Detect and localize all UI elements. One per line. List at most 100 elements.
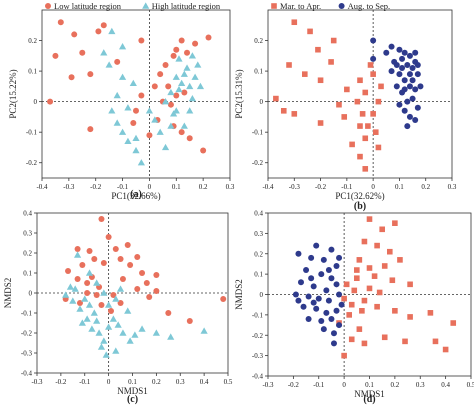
data-point-triangle [66, 283, 75, 290]
data-point-triangle [85, 301, 94, 308]
data-point-triangle [167, 88, 175, 96]
legend-marker [142, 2, 150, 9]
data-point-circle [292, 291, 299, 298]
y-tick-label: -0.2 [21, 330, 33, 338]
y-tick-label: -0.4 [252, 373, 264, 381]
data-point-circle [310, 299, 317, 306]
data-point-circle [370, 37, 377, 44]
data-point-circle [414, 71, 421, 78]
data-point-square [372, 129, 379, 135]
data-point-circle [396, 71, 403, 78]
data-point-triangle [137, 159, 145, 166]
data-point-triangle [138, 325, 146, 332]
data-point-square [357, 123, 363, 129]
data-point-circle [165, 83, 172, 90]
data-point-triangle [175, 55, 183, 62]
data-point-circle [336, 291, 343, 298]
data-point-square [302, 71, 308, 77]
data-point-circle [406, 113, 413, 120]
data-point-square [307, 28, 313, 35]
data-point-triangle [100, 337, 108, 344]
x-tick-label: -0.2 [315, 183, 327, 191]
x-tick-label: -0.4 [262, 183, 274, 191]
data-point-triangle [85, 269, 94, 276]
data-point-square [291, 19, 298, 26]
data-point-circle [153, 288, 160, 294]
data-point-circle [87, 71, 94, 78]
data-point-triangle [113, 119, 121, 126]
data-point-triangle [69, 297, 77, 304]
y-tick-label: 0.2 [28, 37, 37, 45]
data-point-circle [98, 216, 105, 222]
data-point-circle [100, 260, 107, 266]
y-tick-label: -0.3 [21, 350, 33, 358]
data-point-circle [396, 46, 403, 53]
data-point-triangle [109, 315, 117, 322]
data-point-circle [295, 297, 302, 304]
data-point-square [317, 77, 324, 84]
data-point-circle [295, 250, 302, 257]
data-point-circle [100, 22, 107, 29]
data-point-circle [153, 272, 160, 278]
y-tick-label: 0 [29, 290, 33, 298]
data-point-circle [328, 275, 335, 282]
legend-entry: High latitude region [152, 1, 221, 11]
data-point-square [273, 95, 279, 102]
y-tick-label: 0 [34, 98, 38, 106]
data-point-triangle [76, 305, 84, 312]
data-point-triangle [186, 82, 194, 90]
data-point-circle [157, 71, 164, 78]
data-point-circle [74, 246, 81, 252]
data-point-circle [409, 95, 416, 102]
data-point-circle [146, 132, 153, 139]
data-point-square [366, 285, 373, 292]
data-point-square [427, 310, 434, 316]
y-tick-label: 0.3 [254, 230, 263, 238]
data-point-circle [91, 256, 98, 262]
data-point-square [357, 153, 363, 160]
data-point-circle [315, 295, 322, 302]
data-point-circle [112, 246, 119, 252]
data-point-square [375, 144, 382, 151]
data-point-circle [305, 293, 312, 300]
x-tick-label: 0.1 [172, 183, 181, 191]
data-point-square [354, 98, 361, 105]
data-point-triangle [126, 337, 134, 344]
data-point-triangle [188, 94, 196, 102]
data-point-square [379, 226, 385, 233]
data-point-circle [308, 254, 315, 261]
data-point-triangle [90, 309, 98, 316]
data-point-circle [401, 49, 408, 56]
data-point-circle [320, 256, 327, 263]
data-point-triangle [167, 333, 175, 340]
data-point-circle [305, 315, 312, 322]
y-tick-label: -0.1 [26, 129, 38, 137]
data-point-circle [412, 86, 419, 93]
x-tick-label: 0.4 [200, 378, 209, 386]
data-point-circle [393, 83, 400, 90]
data-point-square [361, 238, 368, 245]
data-point-circle [134, 286, 141, 292]
data-point-circle [406, 71, 413, 78]
data-point-circle [84, 280, 91, 286]
data-point-square [392, 220, 398, 226]
data-point-triangle [108, 27, 116, 35]
x-tick-label: -0.4 [36, 183, 48, 191]
data-point-circle [110, 292, 117, 298]
data-point-square [315, 46, 321, 53]
data-point-circle [401, 86, 408, 93]
data-point-square [362, 89, 369, 96]
panel-c: -0.3 -0.2 -0.1 0 0.1 0.2 0.3 0.4 0.5-0.4-0.3-0.2… [3, 210, 233, 406]
data-point-triangle [191, 73, 199, 80]
data-point-circle [162, 61, 169, 68]
panel-label: (a) [130, 189, 142, 200]
data-point-circle [65, 268, 72, 274]
data-point-triangle [200, 327, 208, 334]
data-point-triangle [95, 329, 103, 336]
data-point-circle [336, 254, 343, 261]
x-tick-label: -0.3 [63, 183, 75, 191]
y-tick-label: -0.4 [21, 370, 33, 378]
data-point-circle [401, 107, 408, 114]
y-tick-label: -0.2 [26, 159, 38, 167]
data-point-circle [200, 147, 207, 154]
